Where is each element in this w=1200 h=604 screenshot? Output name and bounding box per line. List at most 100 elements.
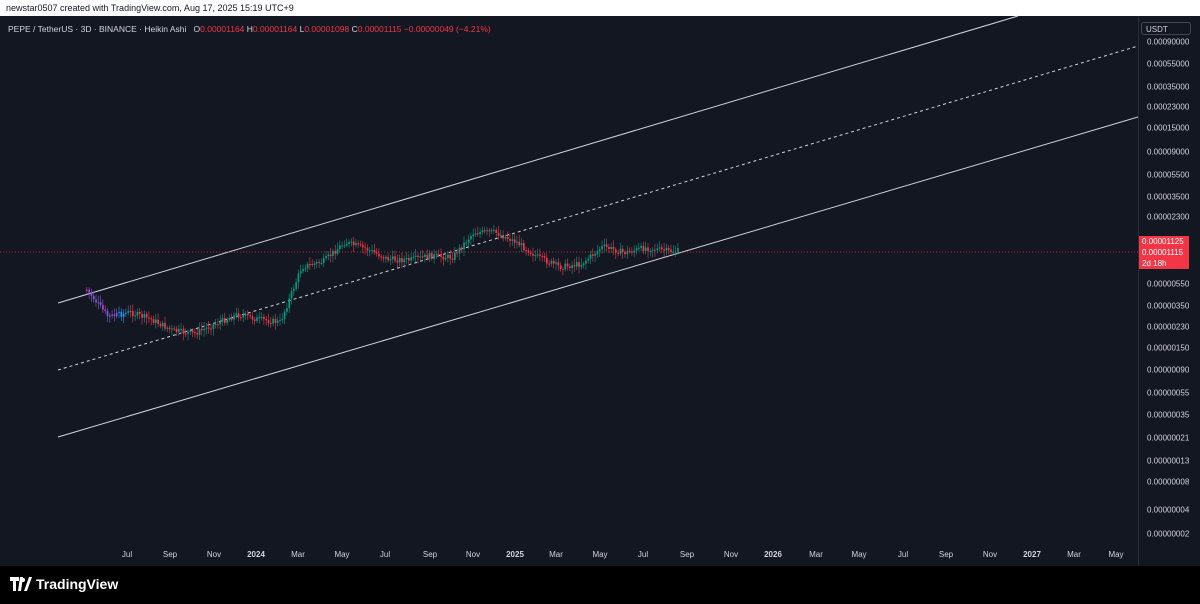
candle-body <box>247 313 249 316</box>
candle-body <box>258 317 261 319</box>
price-tick: 0.00035000 <box>1147 82 1190 92</box>
candle-body <box>562 269 564 271</box>
candle-body <box>267 320 270 323</box>
candle-body <box>474 233 477 235</box>
candle-body <box>329 254 332 257</box>
date-tick: 2027 <box>1023 550 1041 559</box>
candle-body <box>550 260 553 264</box>
candle-body <box>164 322 166 329</box>
candle-body <box>125 312 127 314</box>
candle-body <box>302 268 304 272</box>
candle-body <box>288 298 291 309</box>
candle-body <box>286 308 288 312</box>
candle-body <box>403 259 406 263</box>
candle-body <box>313 263 316 266</box>
candle-body <box>394 256 396 261</box>
price-tick: 0.00003500 <box>1147 192 1190 202</box>
candle-body <box>214 324 217 326</box>
candle-body <box>201 328 203 331</box>
candle-body <box>350 241 353 243</box>
candle-body <box>391 256 394 260</box>
candle-body <box>405 257 408 260</box>
candle-body <box>217 324 219 326</box>
candle-body <box>398 257 401 263</box>
date-tick: May <box>851 550 867 559</box>
candle-body <box>490 230 493 232</box>
candle-body <box>366 248 369 251</box>
candle-body <box>129 311 132 313</box>
candle-body <box>529 252 532 254</box>
change-value: −0.00000049 (−4.21%) <box>403 24 491 34</box>
date-tick: Nov <box>982 550 998 559</box>
candle-body <box>424 254 426 257</box>
candle-body <box>541 255 544 257</box>
candle-body <box>148 317 150 319</box>
candle-body <box>178 329 180 332</box>
price-axis[interactable] <box>1138 16 1200 566</box>
candle-body <box>456 252 458 254</box>
candle-body <box>90 292 93 297</box>
candle-body <box>143 314 146 318</box>
candle-body <box>435 253 438 255</box>
candle-body <box>168 327 171 329</box>
candle-body <box>444 257 447 260</box>
candle-body <box>513 239 516 243</box>
date-tick: Jul <box>379 550 391 559</box>
candle-body <box>601 245 603 250</box>
candle-body <box>382 257 385 259</box>
candle-body <box>120 311 123 317</box>
symbol-label[interactable]: PEPE / TetherUS · 3D · BINANCE · Heikin … <box>8 24 187 34</box>
candle-body <box>240 317 242 319</box>
candle-body <box>355 243 357 246</box>
candle-body <box>249 315 251 317</box>
candle-body <box>345 243 348 246</box>
candle-body <box>343 245 346 247</box>
candle-body <box>559 265 562 270</box>
price-tick: 0.00000350 <box>1147 301 1190 311</box>
candle-body <box>463 242 465 250</box>
candle-body <box>348 241 350 244</box>
candle-body <box>617 252 619 254</box>
candle-body <box>539 254 541 256</box>
low-label: L <box>299 24 305 34</box>
candle-body <box>226 319 228 323</box>
candle-body <box>523 243 525 251</box>
candle-body <box>141 313 143 318</box>
currency-button[interactable]: USDT <box>1141 22 1191 35</box>
candle-body <box>373 250 376 253</box>
price-tick: 0.00055000 <box>1147 59 1190 69</box>
candle-body <box>293 288 295 292</box>
price-tick: 0.00000021 <box>1147 433 1190 443</box>
candle-body <box>419 256 422 258</box>
candle-body <box>270 322 272 324</box>
candle-body <box>387 256 389 261</box>
candle-body <box>431 253 433 259</box>
candle-body <box>171 328 173 330</box>
candle-body <box>279 320 281 322</box>
candle-body <box>316 262 318 264</box>
countdown-label: 2d 18h <box>1139 258 1189 269</box>
last-price-label: 0.00001125 <box>1139 236 1189 247</box>
candle-body <box>543 256 546 258</box>
candle-body <box>483 230 486 232</box>
candle-body <box>564 263 567 270</box>
candle-body <box>304 268 307 270</box>
candle-body <box>640 245 642 248</box>
candle-body <box>428 253 431 259</box>
candle-body <box>145 314 148 318</box>
candle-body <box>237 313 240 318</box>
price-tick: 0.00023000 <box>1147 102 1190 112</box>
candle-body <box>161 322 164 327</box>
date-tick: Sep <box>679 550 695 559</box>
candle-body <box>166 327 169 329</box>
candle-body <box>378 253 380 257</box>
candle-body <box>594 253 596 256</box>
chart-pane[interactable] <box>0 16 1138 566</box>
tradingview-logo[interactable]: TradingView <box>10 576 118 592</box>
date-tick: 2026 <box>764 550 782 559</box>
candle-body <box>516 241 518 243</box>
header-bar: newstar0507 created with TradingView.com… <box>0 0 1200 16</box>
candle-body <box>150 318 153 320</box>
candle-body <box>504 236 507 239</box>
candle-body <box>592 254 594 256</box>
